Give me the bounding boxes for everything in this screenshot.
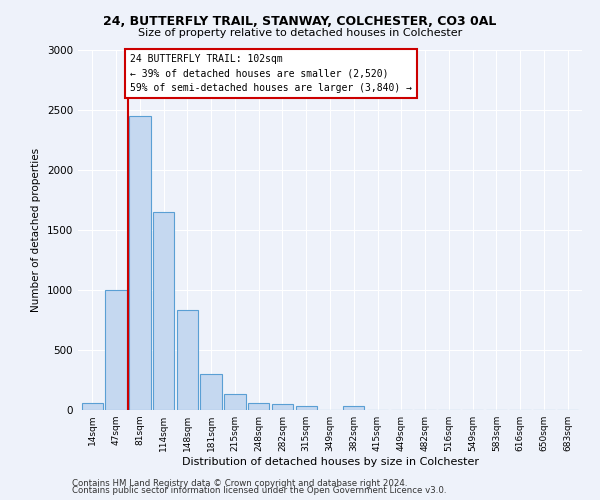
Bar (343, 406, 364, 410)
Bar (272, 404, 293, 410)
Bar (296, 406, 317, 410)
Text: Contains public sector information licensed under the Open Government Licence v3: Contains public sector information licen… (72, 486, 446, 495)
Bar (176, 310, 198, 410)
Bar (200, 374, 222, 410)
Y-axis label: Number of detached properties: Number of detached properties (31, 148, 41, 312)
Bar (248, 404, 269, 410)
Bar (129, 116, 151, 410)
Bar (153, 212, 174, 410)
Bar (82, 403, 103, 410)
Text: 24, BUTTERFLY TRAIL, STANWAY, COLCHESTER, CO3 0AL: 24, BUTTERFLY TRAIL, STANWAY, COLCHESTER… (103, 15, 497, 28)
X-axis label: Distribution of detached houses by size in Colchester: Distribution of detached houses by size … (182, 457, 479, 467)
Text: Contains HM Land Registry data © Crown copyright and database right 2024.: Contains HM Land Registry data © Crown c… (72, 478, 407, 488)
Text: 24 BUTTERFLY TRAIL: 102sqm
← 39% of detached houses are smaller (2,520)
59% of s: 24 BUTTERFLY TRAIL: 102sqm ← 39% of deta… (130, 54, 412, 93)
Bar (106, 290, 127, 410)
Text: Size of property relative to detached houses in Colchester: Size of property relative to detached ho… (138, 28, 462, 38)
Bar (224, 394, 245, 410)
